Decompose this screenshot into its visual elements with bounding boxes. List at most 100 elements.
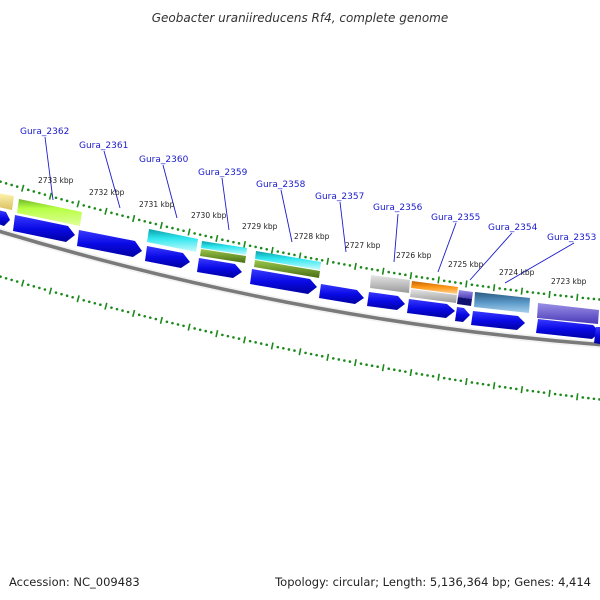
outer-kbp-tick-marks (20, 184, 579, 301)
gene-feature-gura-2359-a[interactable] (201, 241, 247, 255)
ring-dot (365, 363, 368, 367)
gene-feature-gura-2360[interactable] (147, 229, 198, 252)
ring-tick (76, 295, 80, 303)
ring-dot (87, 205, 91, 209)
ring-dot (282, 251, 285, 254)
ring-dot (121, 309, 124, 312)
gene-label[interactable]: Gura_2356 (373, 203, 423, 213)
ring-dot (559, 294, 562, 297)
cds-arrow[interactable] (13, 215, 75, 242)
ring-tick (548, 290, 551, 298)
ring-dot (276, 250, 280, 253)
gene-feature-gura-2359-b[interactable] (200, 249, 246, 263)
gene-label[interactable]: Gura_2355 (431, 213, 480, 223)
ring-dot (348, 264, 352, 267)
ring-dot (581, 296, 585, 300)
cds-arrow[interactable] (455, 307, 470, 322)
gene-label[interactable]: Gura_2353 (547, 233, 596, 243)
ring-dot (143, 220, 147, 223)
ring-dot (315, 257, 318, 261)
ring-dot (293, 349, 296, 352)
ring-dot (32, 285, 36, 288)
gene-label[interactable]: Gura_2357 (315, 192, 364, 202)
gene-label[interactable]: Gura_2360 (139, 155, 189, 165)
ring-dot (182, 229, 185, 233)
ring-dot (276, 345, 280, 349)
kbp-label: 2729 kbp (242, 222, 278, 231)
ring-dot (442, 279, 446, 283)
kbp-scale-labels: 2733 kbp 2732 kbp 2731 kbp 2730 kbp 2729… (38, 176, 587, 286)
ring-dot (137, 218, 141, 222)
ring-dot (509, 386, 513, 390)
ring-dot (487, 285, 490, 289)
ring-dot (415, 372, 418, 375)
cds-arrow[interactable] (319, 284, 364, 304)
cds-arrow[interactable] (77, 230, 142, 257)
ring-dot (38, 191, 41, 195)
gene-feature-gura-2355-a[interactable] (411, 281, 458, 294)
ring-dot (198, 328, 202, 332)
ring-dot (442, 376, 446, 380)
ring-dot (426, 276, 429, 280)
ring-dot (581, 396, 585, 399)
gene-feature-gura-2355-b[interactable] (410, 289, 457, 303)
cds-arrow[interactable] (367, 292, 405, 310)
ring-dot (87, 300, 91, 304)
ring-dot (531, 291, 535, 294)
ring-dot (592, 297, 596, 301)
ring-dot (171, 321, 174, 325)
ring-dot (259, 342, 263, 345)
kbp-label: 2730 kbp (191, 211, 227, 220)
cds-arrow[interactable] (594, 327, 600, 344)
gene-feature-gura-2362[interactable] (17, 199, 82, 226)
ring-tick (326, 257, 330, 265)
ring-tick (131, 309, 136, 318)
kbp-label: 2733 kbp (38, 176, 74, 185)
ring-dot (293, 253, 296, 257)
gene-feature-yellow[interactable] (0, 193, 14, 210)
ring-dot (26, 283, 30, 287)
cds-arrow[interactable] (407, 299, 455, 318)
ring-dot (514, 387, 518, 391)
ring-dot (315, 353, 318, 357)
ring-dot (148, 316, 152, 319)
ring-dot (481, 284, 485, 288)
ring-tick (187, 323, 191, 331)
cds-arrow[interactable] (145, 246, 190, 268)
ring-dot (309, 352, 313, 356)
gene-label[interactable]: Gura_2354 (488, 223, 538, 233)
gene-feature-gura-2358-b[interactable] (254, 260, 320, 278)
gene-label[interactable]: Gura_2359 (198, 168, 248, 178)
gene-feature-gura-2354-a[interactable] (458, 290, 473, 299)
gene-feature-gura-2353-b[interactable] (537, 303, 599, 324)
gene-label[interactable]: Gura_2362 (20, 127, 69, 137)
gene-label[interactable]: Gura_2361 (79, 141, 128, 151)
gene-feature-gura-2354-b[interactable] (457, 297, 472, 306)
gene-feature-gura-2356[interactable] (370, 275, 410, 293)
gene-label[interactable]: Gura_2358 (256, 180, 306, 190)
gene-feature-gura-2353-a[interactable] (474, 292, 530, 313)
kbp-label: 2727 kbp (345, 241, 381, 250)
ring-dot (282, 346, 285, 350)
cds-arrow[interactable] (536, 319, 600, 339)
ring-tick (298, 348, 302, 356)
ring-tick (48, 287, 53, 295)
ring-dot (376, 268, 379, 272)
ring-dot (320, 354, 324, 358)
cds-arrow[interactable] (250, 269, 317, 294)
ring-tick (104, 302, 108, 310)
cds-arrow[interactable] (0, 210, 10, 226)
ring-dot (542, 391, 546, 394)
ring-dot (476, 381, 479, 385)
kbp-label: 2724 kbp (499, 268, 535, 277)
ring-dot (248, 244, 252, 248)
cds-arrow[interactable] (471, 311, 525, 330)
cds-arrow[interactable] (197, 258, 242, 278)
kbp-label: 2728 kbp (294, 232, 330, 241)
ring-dot (287, 252, 291, 256)
ring-dot (176, 323, 180, 326)
ring-dot (198, 233, 202, 236)
ring-tick (20, 279, 25, 287)
gene-feature-gura-2358-a[interactable] (255, 251, 321, 270)
ring-dot (110, 306, 113, 309)
